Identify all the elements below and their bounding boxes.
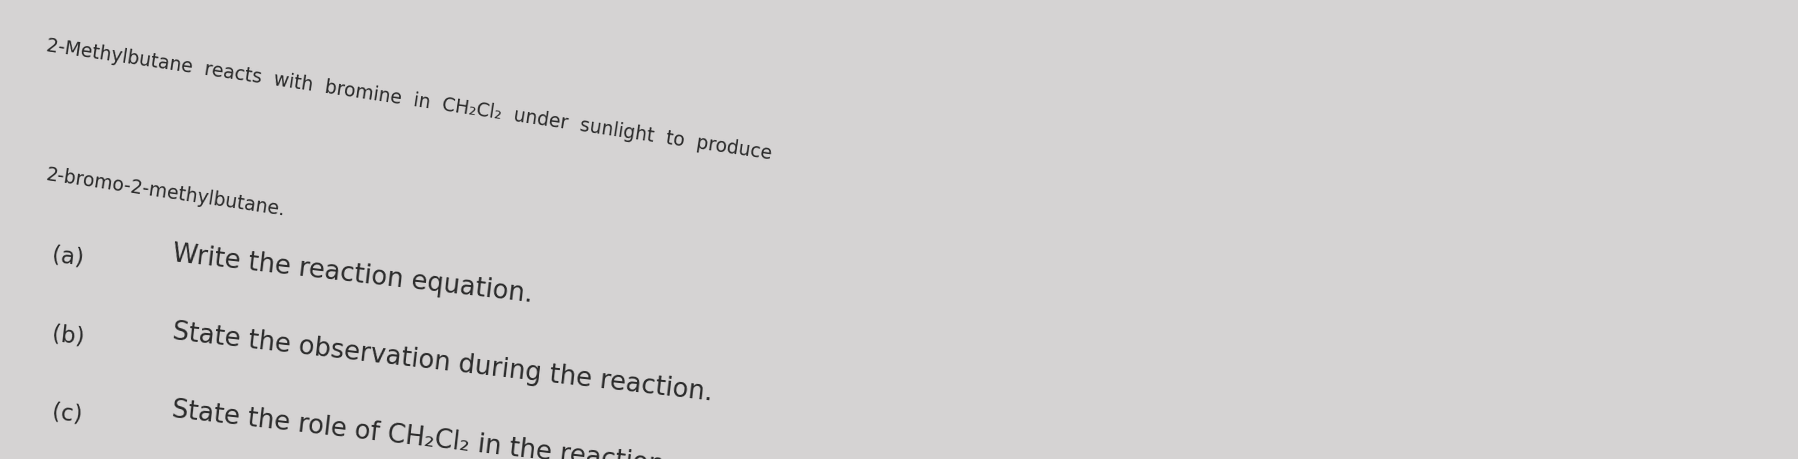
- Text: 2-bromo-2-methylbutane.: 2-bromo-2-methylbutane.: [45, 165, 288, 219]
- Text: 2-Methylbutane  reacts  with  bromine  in  CH₂Cl₂  under  sunlight  to  produce: 2-Methylbutane reacts with bromine in CH…: [45, 36, 773, 163]
- Text: Write the reaction equation.: Write the reaction equation.: [171, 241, 534, 307]
- Text: State the observation during the reaction.: State the observation during the reactio…: [171, 319, 714, 406]
- Text: (b): (b): [50, 321, 85, 348]
- Text: (c): (c): [50, 399, 83, 425]
- Text: State the role of CH₂Cl₂ in the reaction.: State the role of CH₂Cl₂ in the reaction…: [171, 397, 674, 459]
- Text: (a): (a): [50, 243, 85, 270]
